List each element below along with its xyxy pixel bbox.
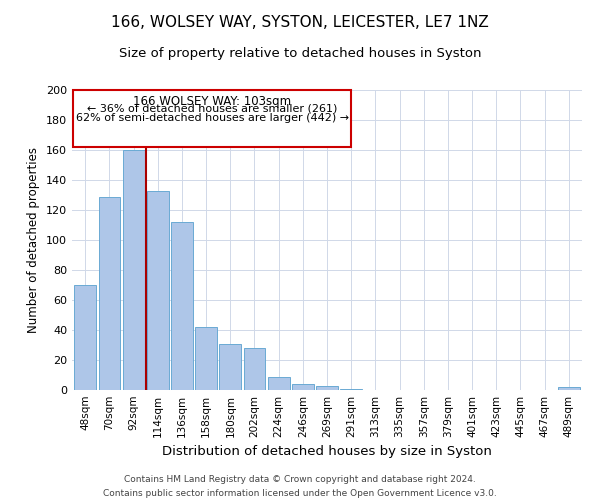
- Bar: [195, 327, 217, 390]
- Bar: [98, 196, 121, 390]
- X-axis label: Distribution of detached houses by size in Syston: Distribution of detached houses by size …: [162, 446, 492, 458]
- Bar: [147, 190, 169, 390]
- Bar: [123, 150, 145, 390]
- Bar: [220, 344, 241, 390]
- Text: Size of property relative to detached houses in Syston: Size of property relative to detached ho…: [119, 48, 481, 60]
- Text: ← 36% of detached houses are smaller (261): ← 36% of detached houses are smaller (26…: [87, 104, 337, 114]
- Bar: [268, 376, 290, 390]
- Bar: [340, 388, 362, 390]
- Bar: [292, 384, 314, 390]
- Bar: [316, 386, 338, 390]
- FancyBboxPatch shape: [73, 90, 351, 147]
- Y-axis label: Number of detached properties: Number of detached properties: [28, 147, 40, 333]
- Bar: [171, 222, 193, 390]
- Text: 166 WOLSEY WAY: 103sqm: 166 WOLSEY WAY: 103sqm: [133, 94, 291, 108]
- Text: Contains HM Land Registry data © Crown copyright and database right 2024.
Contai: Contains HM Land Registry data © Crown c…: [103, 476, 497, 498]
- Text: 166, WOLSEY WAY, SYSTON, LEICESTER, LE7 1NZ: 166, WOLSEY WAY, SYSTON, LEICESTER, LE7 …: [111, 15, 489, 30]
- Bar: [244, 348, 265, 390]
- Bar: [558, 387, 580, 390]
- Bar: [74, 285, 96, 390]
- Text: 62% of semi-detached houses are larger (442) →: 62% of semi-detached houses are larger (…: [76, 114, 349, 123]
